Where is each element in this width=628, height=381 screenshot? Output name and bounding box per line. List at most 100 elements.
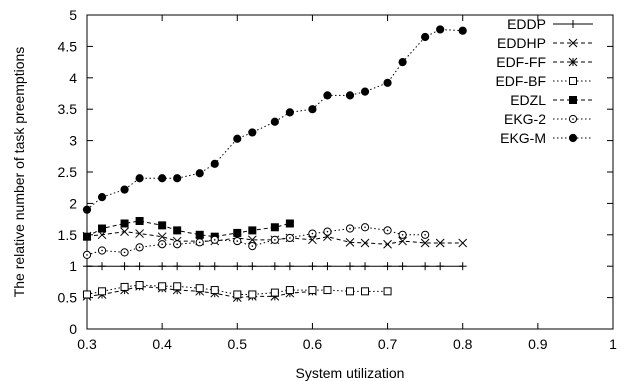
y-tick-label: 2.5 xyxy=(58,164,78,180)
legend-label-eddp: EDDP xyxy=(507,16,546,32)
data-point-ekg-2 xyxy=(383,226,392,235)
data-point-eddhp xyxy=(345,237,355,247)
data-point-ekg-2 xyxy=(233,236,242,246)
legend-marker-ekg-2 xyxy=(568,114,578,124)
data-point-eddp xyxy=(308,262,317,271)
data-point-edzl xyxy=(83,232,91,241)
legend-label-ekg-2: EKG-2 xyxy=(504,111,546,127)
data-point-ekg-2 xyxy=(308,229,317,238)
legend-item-edf-ff: EDF-FF xyxy=(496,54,593,70)
series-ekg-2 xyxy=(82,223,430,259)
axis-ticks: 0.3 0.4 0.5 0.6 0.7 0.8 0.9 1 0 0.5 1 1.5 2 2.5 3 3.5 4 4… xyxy=(58,7,618,352)
data-point-edzl xyxy=(270,223,279,232)
data-point-edf-bf xyxy=(361,287,370,296)
data-point-ekg-m xyxy=(308,105,317,114)
legend-label-eddhp: EDDHP xyxy=(497,35,546,51)
legend-marker-eddhp xyxy=(568,38,578,48)
data-point-ekg-m xyxy=(233,134,242,143)
data-point-eddp xyxy=(195,262,204,271)
legend-item-ekg-2: EKG-2 xyxy=(504,111,593,127)
x-tick-label: 0.5 xyxy=(228,336,248,352)
data-point-eddhp xyxy=(308,235,317,245)
data-point-ekg-2 xyxy=(323,227,332,236)
data-point-ekg-2 xyxy=(421,230,430,239)
data-point-edf-bf xyxy=(98,287,107,296)
data-point-ekg-m xyxy=(173,174,182,183)
x-tick-label: 0.6 xyxy=(303,336,323,352)
data-point-eddp xyxy=(248,262,257,271)
legend-label-ekg-m: EKG-M xyxy=(500,130,546,146)
data-point-eddhp xyxy=(383,239,392,249)
data-point-edf-bf xyxy=(158,282,167,291)
data-point-ekg-2 xyxy=(120,248,129,257)
data-point-ekg-2 xyxy=(135,243,144,252)
data-point-eddp xyxy=(285,262,294,271)
data-point-eddhp xyxy=(360,238,370,248)
data-point-edzl xyxy=(158,221,167,230)
data-point-ekg-m xyxy=(270,117,279,126)
x-tick-label: 0.9 xyxy=(528,336,548,352)
data-point-edzl xyxy=(233,228,242,237)
legend-item-eddhp: EDDHP xyxy=(497,35,593,51)
data-point-edf-bf xyxy=(248,290,257,299)
data-point-edzl xyxy=(195,230,204,239)
data-point-eddhp xyxy=(120,227,129,237)
data-point-ekg-m xyxy=(195,169,204,178)
x-axis-title: System utilization xyxy=(296,365,405,381)
data-point-edf-bf xyxy=(173,282,182,291)
data-point-eddp xyxy=(361,262,370,271)
data-point-eddhp xyxy=(458,238,468,248)
data-point-eddp xyxy=(233,262,242,271)
x-tick-label: 0.4 xyxy=(152,336,172,352)
x-tick-label: 1 xyxy=(609,336,617,352)
legend-marker-eddp xyxy=(569,20,577,28)
data-point-eddp xyxy=(158,262,167,271)
series-line-edzl xyxy=(86,220,291,238)
y-tick-label: 2 xyxy=(69,195,77,211)
y-tick-label: 3 xyxy=(69,133,77,149)
data-point-eddp xyxy=(173,262,182,271)
data-point-edzl xyxy=(173,226,182,235)
data-point-ekg-m xyxy=(82,205,92,214)
legend-item-edzl: EDZL xyxy=(510,92,593,108)
x-tick-label: 0.8 xyxy=(453,336,473,352)
data-point-eddp xyxy=(135,262,144,271)
data-point-ekg-m xyxy=(421,32,430,42)
data-point-edf-bf xyxy=(323,286,332,295)
data-point-ekg-m xyxy=(458,26,467,35)
series-edf-bf xyxy=(83,281,392,299)
data-point-ekg-m xyxy=(360,87,370,96)
data-point-eddhp xyxy=(247,235,257,245)
data-point-eddp xyxy=(383,262,392,271)
data-point-edf-bf xyxy=(233,290,242,299)
y-tick-label: 5 xyxy=(69,7,77,23)
data-point-ekg-2 xyxy=(270,235,279,244)
y-tick-label: 0.5 xyxy=(58,290,78,306)
data-point-eddhp xyxy=(157,232,167,242)
data-point-ekg-2 xyxy=(97,246,107,255)
data-point-ekg-2 xyxy=(158,240,167,249)
legend-marker-edzl xyxy=(569,96,577,104)
data-point-ekg-2 xyxy=(195,238,204,247)
data-point-ekg-m xyxy=(345,91,355,100)
data-point-edf-bf xyxy=(346,287,354,296)
data-point-eddp xyxy=(98,262,107,271)
data-point-eddhp xyxy=(435,238,445,248)
data-point-edzl xyxy=(285,219,294,228)
data-point-ekg-m xyxy=(210,159,219,168)
data-point-eddp xyxy=(421,262,430,271)
data-point-eddp xyxy=(436,262,445,271)
legend-item-ekg-m: EKG-M xyxy=(500,130,593,146)
legend-label-edzl: EDZL xyxy=(510,92,546,108)
data-point-edzl xyxy=(135,216,144,225)
data-point-eddhp xyxy=(135,229,144,238)
legend: EDDP EDDHP EDF-FF EDF-BF EDZL EKG-2 EKG-M xyxy=(495,16,593,146)
data-point-ekg-2 xyxy=(398,230,407,239)
data-point-eddp xyxy=(398,262,407,271)
series-edzl xyxy=(83,216,294,241)
data-point-ekg-m xyxy=(120,185,129,194)
data-point-eddhp xyxy=(420,238,430,248)
data-point-ekg-m xyxy=(135,174,144,183)
y-tick-label: 3.5 xyxy=(58,101,78,117)
data-point-ekg-2 xyxy=(82,250,92,259)
